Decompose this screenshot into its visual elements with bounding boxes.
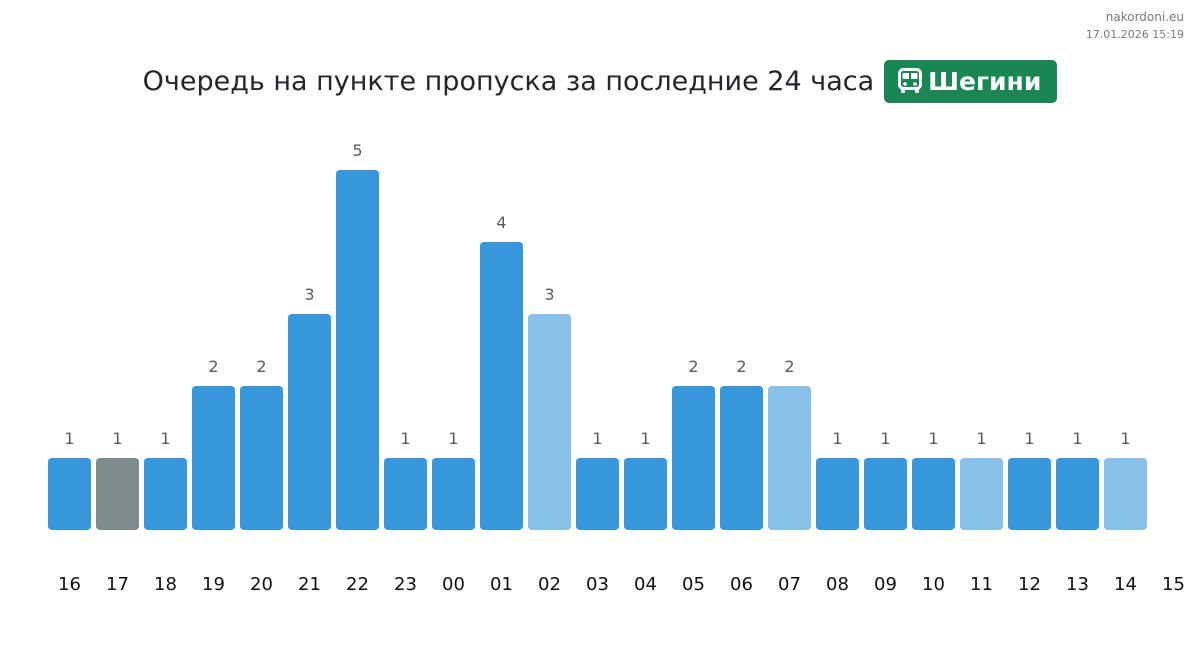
- bar-value-label: 4: [496, 213, 506, 232]
- bar-12: [1008, 458, 1051, 530]
- bus-icon: [898, 68, 928, 94]
- x-tick-label: 12: [1018, 574, 1041, 595]
- x-tick-label: 03: [586, 574, 609, 595]
- x-tick-label: 09: [874, 574, 897, 595]
- bar-value-label: 1: [832, 429, 842, 448]
- x-tick-label: 10: [922, 574, 945, 595]
- bar-07: [768, 386, 811, 530]
- bar-value-label: 1: [448, 429, 458, 448]
- x-tick-label: 18: [154, 574, 177, 595]
- x-tick-label: 21: [298, 574, 321, 595]
- bar-14: [1104, 458, 1147, 530]
- x-tick-label: 16: [58, 574, 81, 595]
- bar-10: [912, 458, 955, 530]
- bar-value-label: 1: [400, 429, 410, 448]
- bar-17: [96, 458, 139, 530]
- bar-13: [1056, 458, 1099, 530]
- bar-value-label: 3: [304, 285, 314, 304]
- checkpoint-name: Шегини: [928, 66, 1042, 96]
- x-tick-label: 22: [346, 574, 369, 595]
- bar-18: [144, 458, 187, 530]
- bar-08: [816, 458, 859, 530]
- checkpoint-badge: Шегини: [884, 59, 1058, 103]
- x-tick-label: 23: [394, 574, 417, 595]
- bar-03: [576, 458, 619, 530]
- bar-value-label: 2: [208, 357, 218, 376]
- bar-value-label: 1: [1072, 429, 1082, 448]
- bar-value-label: 1: [928, 429, 938, 448]
- bar-value-label: 1: [112, 429, 122, 448]
- x-tick-label: 17: [106, 574, 129, 595]
- x-tick-label: 00: [442, 574, 465, 595]
- bar-22: [336, 170, 379, 530]
- bar-21: [288, 314, 331, 530]
- bar-value-label: 3: [544, 285, 554, 304]
- bar-05: [672, 386, 715, 530]
- x-tick-label: 07: [778, 574, 801, 595]
- chart-title: Очередь на пункте пропуска за последние …: [142, 65, 875, 97]
- bar-20: [240, 386, 283, 530]
- x-tick-label: 02: [538, 574, 561, 595]
- bar-23: [384, 458, 427, 530]
- bar-value-label: 2: [688, 357, 698, 376]
- watermark: nakordoni.eu 17.01.2026 15:19: [1086, 9, 1184, 43]
- bar-value-label: 1: [640, 429, 650, 448]
- bar-16: [48, 458, 91, 530]
- watermark-site: nakordoni.eu: [1105, 10, 1184, 24]
- bar-value-label: 1: [1120, 429, 1130, 448]
- bar-11: [960, 458, 1003, 530]
- bar-value-label: 5: [352, 141, 362, 160]
- x-tick-label: 14: [1114, 574, 1137, 595]
- bar-value-label: 2: [256, 357, 266, 376]
- x-tick-label: 15: [1162, 574, 1185, 595]
- bar-value-label: 1: [976, 429, 986, 448]
- bar-04: [624, 458, 667, 530]
- title-row: Очередь на пункте пропуска за последние …: [0, 59, 1200, 103]
- x-tick-label: 01: [490, 574, 513, 595]
- x-tick-label: 08: [826, 574, 849, 595]
- bar-19: [192, 386, 235, 530]
- bar-value-label: 2: [736, 357, 746, 376]
- x-tick-label: 20: [250, 574, 273, 595]
- bar-06: [720, 386, 763, 530]
- bar-value-label: 1: [160, 429, 170, 448]
- bar-value-label: 1: [64, 429, 74, 448]
- bar-value-label: 2: [784, 357, 794, 376]
- bar-02: [528, 314, 571, 530]
- x-tick-label: 05: [682, 574, 705, 595]
- bar-00: [432, 458, 475, 530]
- x-tick-label: 04: [634, 574, 657, 595]
- watermark-timestamp: 17.01.2026 15:19: [1085, 28, 1184, 41]
- bar-01: [480, 242, 523, 530]
- bar-value-label: 1: [1024, 429, 1034, 448]
- bar-value-label: 1: [880, 429, 890, 448]
- x-tick-label: 06: [730, 574, 753, 595]
- bar-value-label: 1: [592, 429, 602, 448]
- x-tick-label: 11: [970, 574, 993, 595]
- bar-09: [864, 458, 907, 530]
- x-tick-label: 19: [202, 574, 225, 595]
- x-tick-label: 13: [1066, 574, 1089, 595]
